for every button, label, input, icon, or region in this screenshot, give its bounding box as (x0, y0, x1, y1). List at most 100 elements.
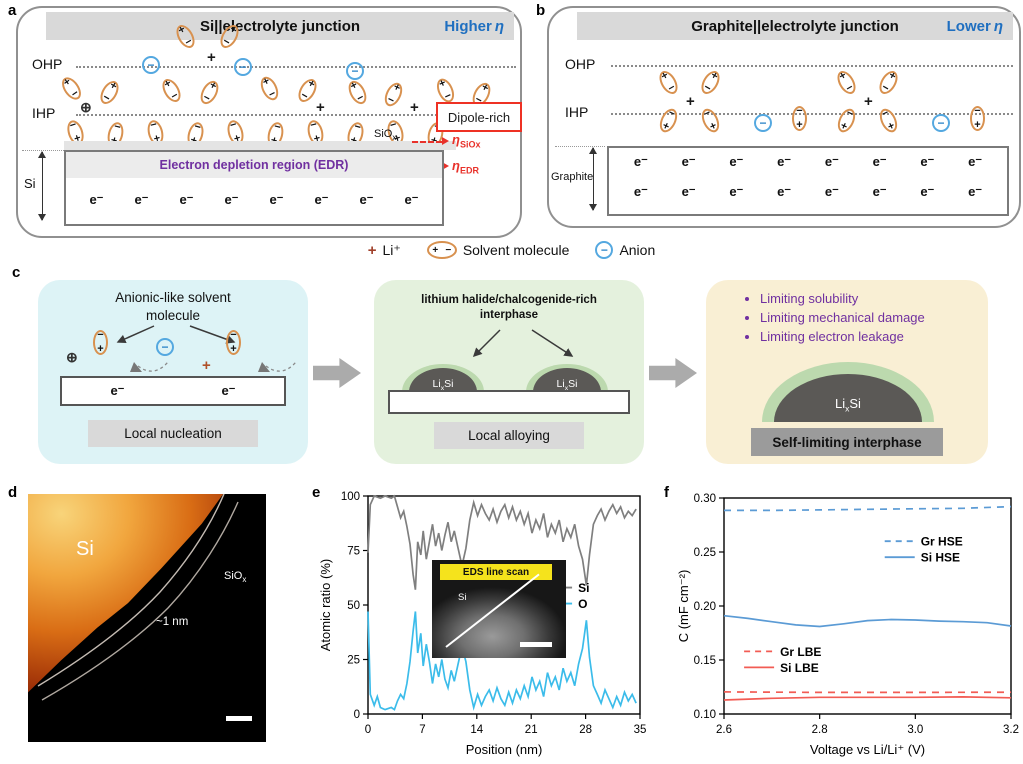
solvent-molecule-icon: + − (172, 21, 199, 52)
electron-symbol: e⁻ (633, 184, 648, 199)
li-ion-icon: + (686, 93, 695, 110)
legend-li: + Li⁺ (368, 242, 401, 259)
local-alloying-tag: Local alloying (434, 422, 584, 449)
x-tick-label: 0 (365, 724, 371, 736)
x-tick-label: 2.8 (812, 724, 828, 736)
x-tick-label: 2.6 (716, 724, 732, 736)
process-arrow-2-icon (649, 358, 697, 388)
electron-symbol: e⁻ (89, 192, 104, 207)
limiting-bullet-list: Limiting solubility Limiting mechanical … (736, 290, 925, 347)
lower-eta-label: Lower η (946, 17, 1003, 35)
legend-anion: − Anion (595, 241, 655, 259)
legend-label-si: Si (578, 581, 589, 595)
box2-title-line1: lithium halide/chalcogenide-rich (421, 294, 597, 306)
li-ion-circled-icon: ⊕ (66, 349, 78, 365)
legend-li-label: Li⁺ (382, 241, 401, 258)
electron-symbol: e⁻ (404, 192, 419, 207)
solvent-molecule-icon: −+ (656, 106, 681, 135)
electron-symbol: e⁻ (920, 184, 935, 199)
panel-b-title: Graphite||electrolyte junction (691, 17, 899, 35)
panel-a-title: Si||electrolyte junction (199, 17, 361, 35)
electron-symbol: e⁻ (221, 383, 236, 398)
panel-a: Si||electrolyte junction Higher η OHP IHP… (16, 6, 522, 238)
stm-image: Si SiOx ~1 nm (28, 494, 266, 742)
electron-symbol: e⁻ (110, 383, 125, 398)
box2-title-line2: interphase (479, 309, 539, 321)
si-thickness-bracket (38, 151, 46, 221)
y-axis-label: Atomic ratio (%) (318, 559, 333, 651)
panel-c-label: c (12, 264, 21, 281)
y-axis-label: C (mF cm⁻²) (676, 570, 691, 643)
panel-b-titlebar: Graphite||electrolyte junction Lower η (577, 12, 1013, 40)
series-si-lbe (723, 696, 1012, 701)
graphite-electrode-label: Graphite (551, 171, 594, 183)
siox-surface-layer (64, 141, 456, 150)
legend-solvent-label: Solvent molecule (462, 242, 570, 258)
legend-label-si-lbe: Si LBE (780, 661, 819, 675)
siox-label: SiOx (374, 128, 397, 143)
solvent-molecule-icon: −+ (876, 106, 901, 135)
eta-siox-arrowhead (442, 137, 449, 145)
series-o (367, 611, 637, 711)
eds-inset-banner: EDS line scan (440, 564, 552, 580)
panel-a-molecules: +−+−+−−−+−+−⊕+−+−+−+−++−+−++−+−−+−+−+−+−… (18, 8, 520, 236)
solvent-molecule-icon: + − (158, 75, 185, 106)
solvent-molecule-icon: + − (433, 76, 458, 105)
y-tick-label: 0.20 (694, 601, 716, 613)
x-axis-label: Position (nm) (466, 742, 543, 757)
graphite-bracket-lead (555, 146, 605, 147)
process-arrow-1-icon (313, 358, 361, 388)
box1-title-line2: molecule (145, 308, 201, 323)
stm-scalebar (226, 716, 252, 721)
local-nucleation-tag: Local nucleation (88, 420, 258, 447)
electron-symbol: e⁻ (872, 154, 887, 169)
anion-icon: − (595, 241, 614, 259)
legend-label-o: O (578, 597, 587, 611)
y-tick-label: 25 (347, 655, 360, 667)
legend-solvent: + − Solvent molecule (426, 241, 570, 259)
electron-symbol: e⁻ (968, 184, 983, 199)
figure-legend: + Li⁺ + − Solvent molecule − Anion (0, 241, 1023, 259)
li-ion-icon: + (316, 99, 325, 116)
electron-symbol: e⁻ (824, 184, 839, 199)
solvent-molecule-icon: −+ (970, 106, 985, 131)
si-electrode-label: Si (24, 176, 36, 191)
solvent-molecule-icon: −+ (93, 330, 108, 355)
electron-symbol: e⁻ (968, 154, 983, 169)
x-tick-label: 21 (525, 724, 538, 736)
eta-edr-arrowhead (442, 162, 449, 170)
solvent-molecule-icon: + − (381, 79, 406, 110)
self-limiting-box: Limiting solubility Limiting mechanical … (706, 280, 988, 464)
self-limiting-tag: Self-limiting interphase (751, 428, 943, 456)
stm-siox-label: SiOx (224, 570, 247, 585)
panel-a-label: a (8, 2, 17, 19)
dipole-rich-box: Dipole-rich (436, 102, 522, 132)
bullet-item: Limiting electron leakage (760, 328, 925, 347)
anion-icon: − (142, 56, 160, 74)
li-ion-icon: + (367, 241, 377, 259)
ohp-label-a: OHP (32, 56, 63, 72)
electron-row-b2: e⁻ e⁻ e⁻ e⁻ e⁻ e⁻ e⁻ e⁻ (617, 184, 999, 200)
solvent-molecule-icon: + − (96, 77, 123, 108)
si-electrode-slab: Electron depletion region (EDR) e⁻ e⁻ e⁻ e⁻… (64, 150, 444, 226)
anion-icon: − (346, 62, 364, 80)
legend-label-gr-hse: Gr HSE (921, 535, 963, 549)
ihp-label-a: IHP (32, 105, 56, 121)
li-ion-icon: + (864, 93, 873, 110)
electron-symbol: e⁻ (777, 184, 792, 199)
ihp-line-a (76, 114, 516, 116)
bullet-item: Limiting mechanical damage (760, 309, 925, 328)
electron-symbol: e⁻ (920, 154, 935, 169)
electron-symbol: e⁻ (224, 192, 239, 207)
electron-row-b1: e⁻ e⁻ e⁻ e⁻ e⁻ e⁻ e⁻ e⁻ (617, 154, 999, 170)
box2-arrows (472, 329, 574, 358)
electron-symbol: e⁻ (134, 192, 149, 207)
eta-siox-label: ηSiOx (452, 132, 481, 150)
series-gr-hse (724, 505, 1012, 512)
x-tick-label: 35 (634, 724, 647, 736)
ohp-label-b: OHP (565, 56, 596, 72)
anion-icon: − (156, 338, 174, 356)
y-tick-label: 75 (347, 546, 360, 558)
box1-molecules: − + ⊕ − − + + (38, 280, 308, 464)
